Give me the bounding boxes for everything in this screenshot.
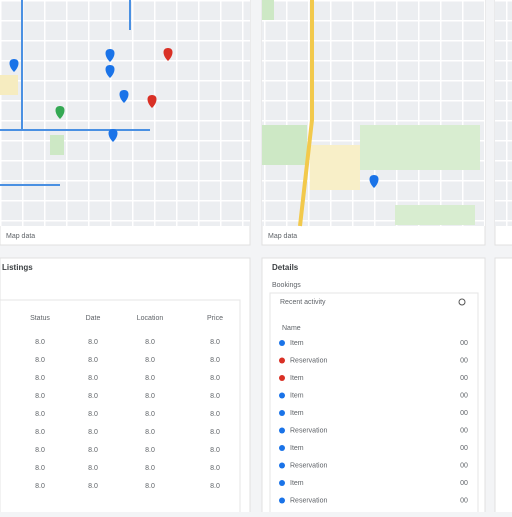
cell: 8.0 [210,465,220,472]
cell: 8.0 [210,357,220,364]
cell: 8.0 [210,411,220,418]
item-value: 00 [460,340,468,347]
map[interactable] [262,0,485,226]
item-value: 00 [460,497,468,504]
column-header: Status [30,315,50,322]
status-dot [279,480,285,486]
cell: 8.0 [88,411,98,418]
cell: 8.0 [210,447,220,454]
map-caption: Map data [6,233,35,240]
cell: 8.0 [210,483,220,490]
column-header: Price [207,315,223,322]
item-value: 00 [460,375,468,382]
cell: 8.0 [145,465,155,472]
card-title: Details [272,263,299,272]
item-name: Item [290,340,304,347]
cell: 8.0 [145,375,155,382]
item-value: 00 [460,410,468,417]
item-name: Reservation [290,497,327,504]
cell: 8.0 [88,447,98,454]
cell: 8.0 [145,357,155,364]
status-dot [279,462,285,469]
item-value: 00 [460,462,468,469]
cell: 8.0 [88,339,98,346]
item-value: 00 [460,480,468,487]
map-card: Map data [261,0,486,246]
cell: 8.0 [35,411,45,418]
card-subtitle: Bookings [272,282,301,289]
status-dot [279,392,285,399]
cell: 8.0 [210,429,220,436]
cell: 8.0 [145,411,155,418]
status-dot [279,445,285,451]
item-name: Item [290,480,304,487]
item-name: Reservation [290,427,327,434]
cell: 8.0 [88,375,98,382]
item-name: Item [290,445,304,452]
item-name: Item [290,392,304,399]
cell: 8.0 [35,483,45,490]
cell: 8.0 [145,339,155,346]
cell: 8.0 [88,393,98,400]
item-value: 00 [460,427,468,434]
column-header: Date [86,315,101,322]
cell: 8.0 [35,447,45,454]
status-dot [279,427,285,434]
item-value: 00 [460,392,468,399]
listings-card: Listings Status Date Location Price 8.0 8.0 8.… [0,257,251,517]
card-title: Listings [2,263,33,272]
status-dot [279,357,285,364]
column-header: Location [137,315,164,322]
details-card: Details Bookings Recent activity Name It… [261,257,486,517]
map-card: Map data [0,0,251,246]
status-dot [279,497,285,504]
cell: 8.0 [35,429,45,436]
cell: 8.0 [35,339,45,346]
map-caption: Map data [268,233,297,240]
cell: 8.0 [210,393,220,400]
cell: 8.0 [145,483,155,490]
item-value: 00 [460,445,468,452]
cell: 8.0 [88,465,98,472]
cell: 8.0 [145,447,155,454]
item-name: Reservation [290,462,327,469]
column-header: Name [282,325,301,332]
cell: 8.0 [35,465,45,472]
item-name: Item [290,410,304,417]
section-title: Recent activity [280,299,326,306]
item-name: Reservation [290,357,327,364]
cell: 8.0 [88,429,98,436]
cell: 8.0 [35,357,45,364]
cell: 8.0 [145,393,155,400]
cell: 8.0 [35,375,45,382]
cell: 8.0 [210,375,220,382]
item-name: Item [290,375,304,382]
cell: 8.0 [88,357,98,364]
cell: 8.0 [145,429,155,436]
status-dot [279,410,285,416]
cell: 8.0 [210,339,220,346]
item-value: 00 [460,357,468,364]
status-dot [279,375,285,381]
status-dot [279,340,285,346]
cell: 8.0 [35,393,45,400]
cell: 8.0 [88,483,98,490]
map[interactable] [0,0,250,226]
